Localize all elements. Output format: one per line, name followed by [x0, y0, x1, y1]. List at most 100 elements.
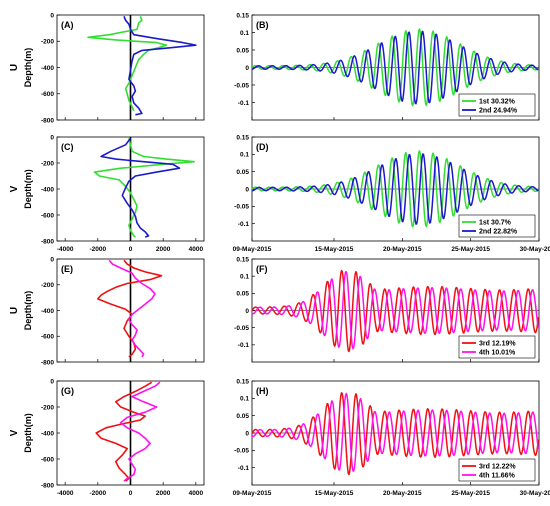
y-tick-label: 0.05	[236, 413, 249, 420]
panel-label: (C)	[61, 142, 74, 152]
component-label: U	[9, 64, 20, 71]
legend-label-3rd: 3rd 12.22%	[479, 464, 516, 471]
y-tick-label: 0.1	[240, 396, 249, 403]
y-tick-label: 0	[245, 430, 249, 437]
x-tick-label: 4000	[189, 490, 204, 497]
profile-series-2nd	[123, 16, 197, 116]
legend: 1st 30.7% 2nd 22.82%	[458, 214, 536, 238]
x-tick-label: 30-May-2015	[520, 490, 550, 497]
component-label: V	[9, 429, 20, 436]
series-line-3rd	[251, 392, 540, 476]
y-tick-label: -0.1	[238, 342, 250, 349]
y-tick-label: 0	[50, 256, 54, 263]
panel-d: (D) 0.15 0.1 0.05 0 -0.05 -0.1 09-May-2015 15-Ma…	[233, 134, 550, 253]
y-axis-label: Depth(m)	[23, 291, 33, 331]
series-line-4th	[251, 392, 540, 472]
y-tick-label: -400	[41, 65, 54, 72]
y-tick-label: -800	[41, 482, 54, 489]
y-tick-label: -200	[41, 160, 54, 167]
x-tick-label: 0	[129, 490, 133, 497]
y-axis-label: Depth(m)	[23, 413, 33, 453]
series-line-2nd	[251, 30, 539, 105]
x-tick-label: -4000	[57, 246, 74, 253]
x-tick-label: 20-May-2015	[383, 490, 422, 497]
y-tick-label: -0.1	[238, 100, 250, 107]
panel-e: (E) 0 -200 -400 -600 -800 Depth(m)U	[9, 256, 205, 366]
y-tick-label: 0	[245, 65, 249, 72]
y-tick-label: -600	[41, 334, 54, 341]
profile-series-1st	[93, 138, 195, 238]
y-tick-label: -400	[41, 430, 54, 437]
y-tick-label: 0	[245, 186, 249, 193]
panel-h: (H) 0.15 0.1 0.05 0 -0.05 -0.1 09-May-2015 15-Ma…	[233, 378, 550, 497]
y-tick-label: 0.1	[240, 273, 249, 280]
legend-label-1st: 1st 30.7%	[479, 220, 512, 227]
panel-label: (F)	[256, 264, 268, 274]
legend: 1st 30.32% 2nd 24.94%	[458, 93, 536, 117]
y-tick-label: -800	[41, 359, 54, 366]
component-label: V	[9, 185, 20, 192]
y-tick-label: 0.05	[236, 291, 249, 298]
panel-label: (A)	[61, 20, 74, 30]
y-tick-label: -600	[41, 456, 54, 463]
y-tick-label: -400	[41, 186, 54, 193]
legend-label-4th: 4th 11.66%	[479, 473, 516, 480]
y-tick-label: -200	[41, 404, 54, 411]
y-tick-label: 0	[245, 308, 249, 315]
y-axis-label: Depth(m)	[23, 169, 33, 209]
y-tick-label: -400	[41, 308, 54, 315]
y-tick-label: 0	[50, 12, 54, 19]
y-tick-label: -0.1	[238, 465, 250, 472]
profile-series-3rd	[95, 381, 153, 482]
component-label: U	[9, 307, 20, 314]
y-tick-label: -600	[41, 212, 54, 219]
x-tick-label: -2000	[90, 246, 107, 253]
x-tick-label: 20-May-2015	[383, 246, 422, 253]
x-tick-label: 25-May-2015	[451, 246, 490, 253]
panel-b: (B) 0.15 0.1 0.05 0 -0.05 -0.1 1st 30.32% 2nd 24…	[234, 12, 540, 121]
panel-label: (B)	[256, 20, 269, 30]
series-line-2nd	[251, 153, 539, 225]
profile-series-4th	[119, 381, 161, 482]
panel-a: (A) 0 -200 -400 -600 -800 Depth(m)U	[9, 12, 205, 124]
series-line-3rd	[251, 269, 540, 353]
legend: 3rd 12.19% 4th 10.01%	[458, 335, 536, 359]
panel-label: (D)	[256, 142, 269, 152]
legend-label-3rd: 3rd 12.19%	[479, 341, 516, 348]
legend-box	[458, 93, 536, 117]
y-tick-label: 0.15	[236, 12, 249, 19]
legend-box	[458, 458, 536, 482]
series-line-1st	[251, 28, 539, 107]
panel-c: (C) 0 -200 -400 -600 -800-4000 -2000 0 2000 4000 D…	[9, 134, 205, 253]
x-tick-label: 4000	[189, 246, 204, 253]
x-tick-label: 15-May-2015	[315, 490, 354, 497]
panel-label: (E)	[61, 264, 73, 274]
y-tick-label: 0	[50, 378, 54, 385]
y-tick-label: 0.1	[240, 30, 249, 37]
legend-label-1st: 1st 30.32%	[479, 99, 516, 106]
y-tick-label: -0.05	[234, 82, 249, 89]
y-tick-label: -800	[41, 238, 54, 245]
y-tick-label: 0.15	[236, 134, 249, 141]
x-tick-label: 15-May-2015	[315, 246, 354, 253]
x-tick-label: 2000	[156, 246, 171, 253]
panel-label: (H)	[256, 386, 269, 396]
y-tick-label: -0.05	[234, 448, 249, 455]
x-tick-label: 2000	[156, 490, 171, 497]
panel-f: (F) 0.15 0.1 0.05 0 -0.05 -0.1 3rd 12.19% 4th 10…	[234, 256, 540, 363]
y-tick-label: 0.15	[236, 378, 249, 385]
legend-box	[458, 335, 536, 359]
y-axis-label: Depth(m)	[23, 48, 33, 88]
x-tick-label: 0	[129, 246, 133, 253]
y-tick-label: -0.1	[238, 221, 250, 228]
y-tick-label: -600	[41, 91, 54, 98]
x-tick-label: -4000	[57, 490, 74, 497]
y-tick-label: -200	[41, 39, 54, 46]
profile-series-4th	[108, 259, 156, 358]
y-tick-label: 0.1	[240, 152, 249, 159]
x-tick-label: 09-May-2015	[233, 490, 272, 497]
legend-label-4th: 4th 10.01%	[479, 350, 516, 357]
profile-series-2nd	[100, 137, 181, 238]
y-tick-label: -200	[41, 282, 54, 289]
